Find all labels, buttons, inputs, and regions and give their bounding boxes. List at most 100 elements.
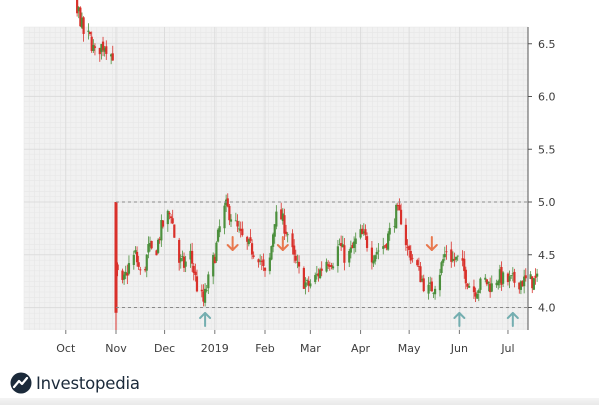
candle-body [365,236,369,248]
candle-body [191,250,194,264]
arrow-head [453,312,466,319]
x-tick-label: Mar [300,342,321,355]
candle-body [126,272,129,276]
candle-body [203,288,207,303]
arrow-head [425,244,438,251]
candle-body [168,212,171,215]
candle-body [161,220,165,227]
candle-body [234,220,237,222]
candle-body [101,41,105,51]
candle-body [87,30,90,32]
candle-body [122,274,126,280]
candle-body [249,237,252,241]
candle-body [348,250,351,263]
candle-body [351,245,354,249]
arrow-head [276,244,289,251]
candle-body [229,219,233,222]
candle-body [296,261,299,263]
resistance-arrow-icon [425,236,438,251]
candle-body [393,226,396,227]
candle-body [315,273,318,275]
candle-body [144,269,147,271]
candle-body [396,205,399,207]
candle-body [320,268,323,271]
candle-body [275,211,278,227]
candle-body [511,273,514,275]
arrow-head [199,312,212,319]
candle-body [260,261,263,262]
candle-body [513,271,516,283]
candle-body [293,245,296,255]
x-axis-ticks: Oct Nov Dec 2019 Feb Mar Apr May Jun Jul [56,330,515,355]
candle-body [362,231,365,234]
candle-body [148,243,152,247]
candle-body [443,253,446,258]
candle-body [116,264,119,271]
candle-body [145,254,148,271]
candle-body [105,46,108,54]
candle-body [88,31,92,35]
candle-body [463,258,466,272]
candle-body [181,256,184,257]
x-tick-label: Feb [255,342,274,355]
candle-body [127,263,131,274]
candle-body [330,265,333,267]
candle-body [205,289,208,291]
candle-body [382,246,385,249]
candle-body [189,250,192,260]
candle-body [531,276,534,289]
resistance-arrow-icon [276,236,289,251]
support-resistance-lines [116,201,528,308]
candle-body [228,205,231,221]
candle-body [294,255,297,261]
candle-body [155,250,158,256]
candle-body [77,7,80,12]
gap-candle-body [114,202,118,313]
candle-body [160,220,163,241]
footer-strip [0,398,599,405]
candle-body [110,54,113,57]
candle-body [318,269,322,279]
candle-body [477,290,480,294]
candle-body [416,260,419,266]
candle-body [361,228,364,235]
candle-body [147,244,150,253]
candle-body [268,257,271,272]
candle-body [484,277,487,280]
candle-body [331,266,335,269]
candle-body [100,44,103,52]
candle-body [262,259,265,267]
candle-body [419,266,422,283]
candle-body [93,46,97,48]
candle-body [510,275,513,277]
candle-body [340,243,343,247]
x-tick-label: Apr [351,342,371,355]
candle-body [466,283,469,287]
candle-body [521,281,524,287]
candle-body [194,271,197,275]
candle-body [80,17,84,28]
candle-body [451,258,454,262]
candle-body [121,270,124,280]
support-arrow-icon [506,312,519,327]
candle-body [377,250,380,252]
candle-body [202,291,205,302]
candle-body [338,244,341,246]
candles [76,0,539,334]
candle-body [490,283,493,292]
candle-body [236,220,239,227]
candle-body [82,17,85,34]
candle-body [440,262,443,273]
candle-body [427,284,430,294]
candle-body [135,251,139,263]
candle-body [336,246,339,267]
candle-body [502,272,505,284]
candle-body [375,251,378,255]
candle-body [464,269,467,284]
candle-body [79,7,82,27]
plot-area [24,27,528,330]
y-tick-label: 6.5 [538,38,556,51]
candle-body [429,282,432,284]
candle-body [472,286,476,293]
x-tick-label: Jun [450,342,468,355]
